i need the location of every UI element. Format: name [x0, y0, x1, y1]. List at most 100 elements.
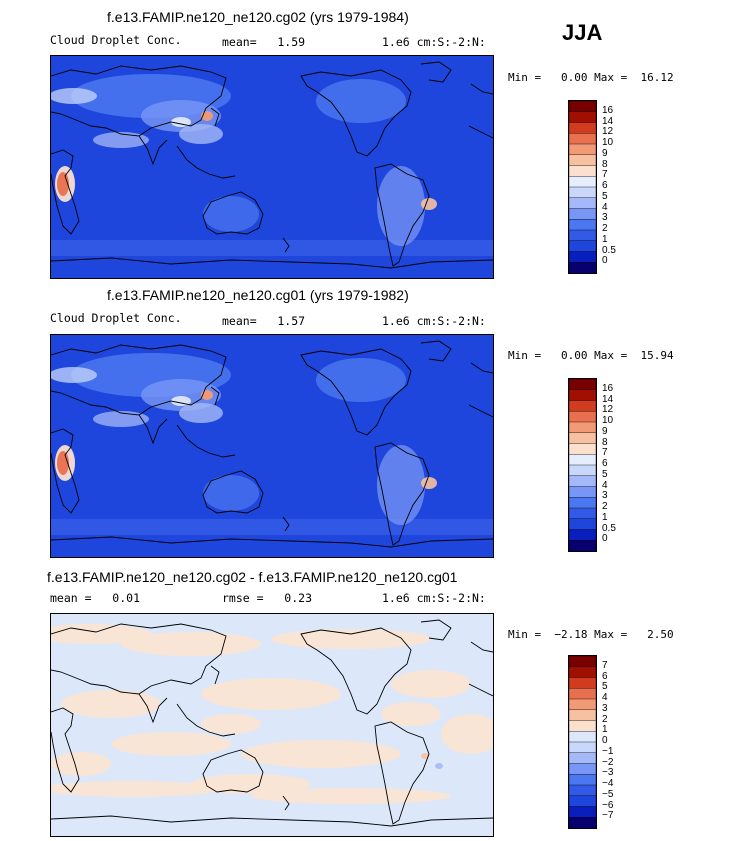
colorbar-tick-label: −3 — [602, 767, 614, 779]
positive-difference-region — [111, 732, 231, 756]
colorbar-tick-label: 6 — [602, 670, 608, 682]
coastline — [420, 340, 452, 362]
colorbar-tick-label: 5 — [602, 468, 608, 480]
coastline — [138, 414, 168, 445]
coastline — [210, 386, 220, 406]
colorbar-tick-label: 12 — [602, 404, 614, 416]
coastline — [300, 348, 412, 436]
colorbar-tick-label: 0.5 — [602, 522, 616, 534]
colorbar-box — [568, 378, 597, 391]
colorbar-tick-label: −4 — [602, 778, 614, 789]
colorbar-box — [568, 497, 597, 509]
coastline — [50, 815, 494, 827]
pollution-plume — [49, 367, 97, 383]
colorbar-box — [568, 741, 597, 754]
colorbar-box — [568, 763, 597, 775]
colorbar-box — [568, 806, 597, 818]
colorbar-tick-label: 2 — [602, 501, 608, 512]
coastline — [138, 693, 168, 724]
colorbar-tick-label: −2 — [602, 756, 614, 768]
colorbar-tick-label: 4 — [602, 692, 608, 703]
coastline — [138, 135, 168, 166]
coastline — [50, 257, 494, 269]
colorbar-tick-label: 7 — [602, 447, 608, 459]
colorbar-box — [568, 529, 597, 541]
panel2-map — [49, 334, 494, 558]
colorbar-box — [568, 100, 597, 113]
colorbar-tick-label: −1 — [602, 745, 614, 757]
colorbar-tick-label: 1 — [602, 724, 608, 736]
colorbar-box — [568, 454, 597, 466]
colorbar-box — [568, 518, 597, 531]
colorbar-box — [568, 540, 597, 552]
colorbar-box — [568, 262, 597, 274]
coastline — [420, 61, 452, 83]
coastline — [282, 237, 290, 253]
panel3-map — [31, 613, 501, 837]
colorbar-tick-label: 2 — [602, 713, 608, 725]
positive-difference-region — [51, 752, 111, 776]
colorbar-box — [568, 176, 597, 188]
positive-difference-region — [441, 714, 501, 754]
low-concentration-region — [71, 176, 211, 236]
colorbar-box — [568, 197, 597, 210]
coastline — [50, 536, 494, 548]
panel1-colorbar — [568, 100, 597, 274]
colorbar-box — [568, 795, 597, 808]
panel1-map — [49, 55, 494, 279]
colorbar-box — [568, 133, 597, 145]
colorbar-tick-label: 9 — [602, 147, 608, 159]
coastline — [468, 404, 494, 418]
coastline — [300, 627, 412, 715]
colorbar-tick-label: 2 — [602, 223, 608, 234]
hotspot — [421, 198, 437, 210]
colorbar-box — [568, 219, 597, 231]
southern-ocean-band — [51, 240, 493, 256]
coastline — [468, 125, 494, 139]
colorbar-tick-label: 3 — [602, 702, 608, 714]
panel1-minmax: Min = 0.00 Max = 16.12 — [508, 71, 674, 84]
panel1-variable-label: Cloud Droplet Conc. — [50, 33, 182, 47]
coastline — [470, 83, 494, 95]
positive-difference-region — [201, 678, 341, 710]
colorbar-box — [568, 251, 597, 263]
colorbar-box — [568, 229, 597, 242]
colorbar-tick-label: 3 — [602, 212, 608, 224]
colorbar-tick-label: 14 — [602, 393, 614, 405]
hotspot — [421, 477, 437, 489]
panel3-map-svg — [31, 614, 501, 836]
coastline — [202, 749, 264, 793]
colorbar-box — [568, 731, 597, 743]
positive-difference-region — [201, 714, 261, 734]
colorbar-tick-label: 10 — [602, 137, 614, 148]
hotspot — [171, 117, 191, 127]
panel3-colorbar-labels: 7 6 5 4 3 2 1 0 −1 −2 −3 −4 −5 −6 −7 — [602, 655, 642, 827]
colorbar-box — [568, 677, 597, 689]
coastline — [50, 707, 80, 793]
colorbar-tick-label: 5 — [602, 190, 608, 202]
positive-difference-region — [61, 690, 161, 718]
colorbar-box — [568, 666, 597, 679]
colorbar-box — [568, 186, 597, 199]
difference-hotspot — [421, 753, 429, 759]
coastline — [176, 145, 236, 179]
coastline — [202, 470, 264, 514]
colorbar-box — [568, 817, 597, 829]
panel2-minmax: Min = 0.00 Max = 15.94 — [508, 349, 674, 362]
positive-difference-region — [31, 624, 151, 644]
colorbar-box — [568, 752, 597, 765]
positive-difference-region — [381, 702, 441, 726]
coastline — [470, 362, 494, 374]
colorbar-box — [568, 421, 597, 434]
panel1-title: f.e13.FAMIP.ne120_ne120.cg02 (yrs 1979-1… — [107, 9, 409, 25]
colorbar-tick-label: 3 — [602, 490, 608, 502]
colorbar-tick-label: 5 — [602, 681, 608, 693]
colorbar-box — [568, 720, 597, 732]
positive-difference-region — [251, 788, 451, 804]
coastline — [50, 65, 227, 137]
colorbar-tick-label: −6 — [602, 799, 614, 811]
colorbar-box — [568, 709, 597, 722]
positive-difference-region — [271, 629, 431, 649]
colorbar-box — [568, 698, 597, 711]
colorbar-tick-label: 4 — [602, 479, 608, 491]
